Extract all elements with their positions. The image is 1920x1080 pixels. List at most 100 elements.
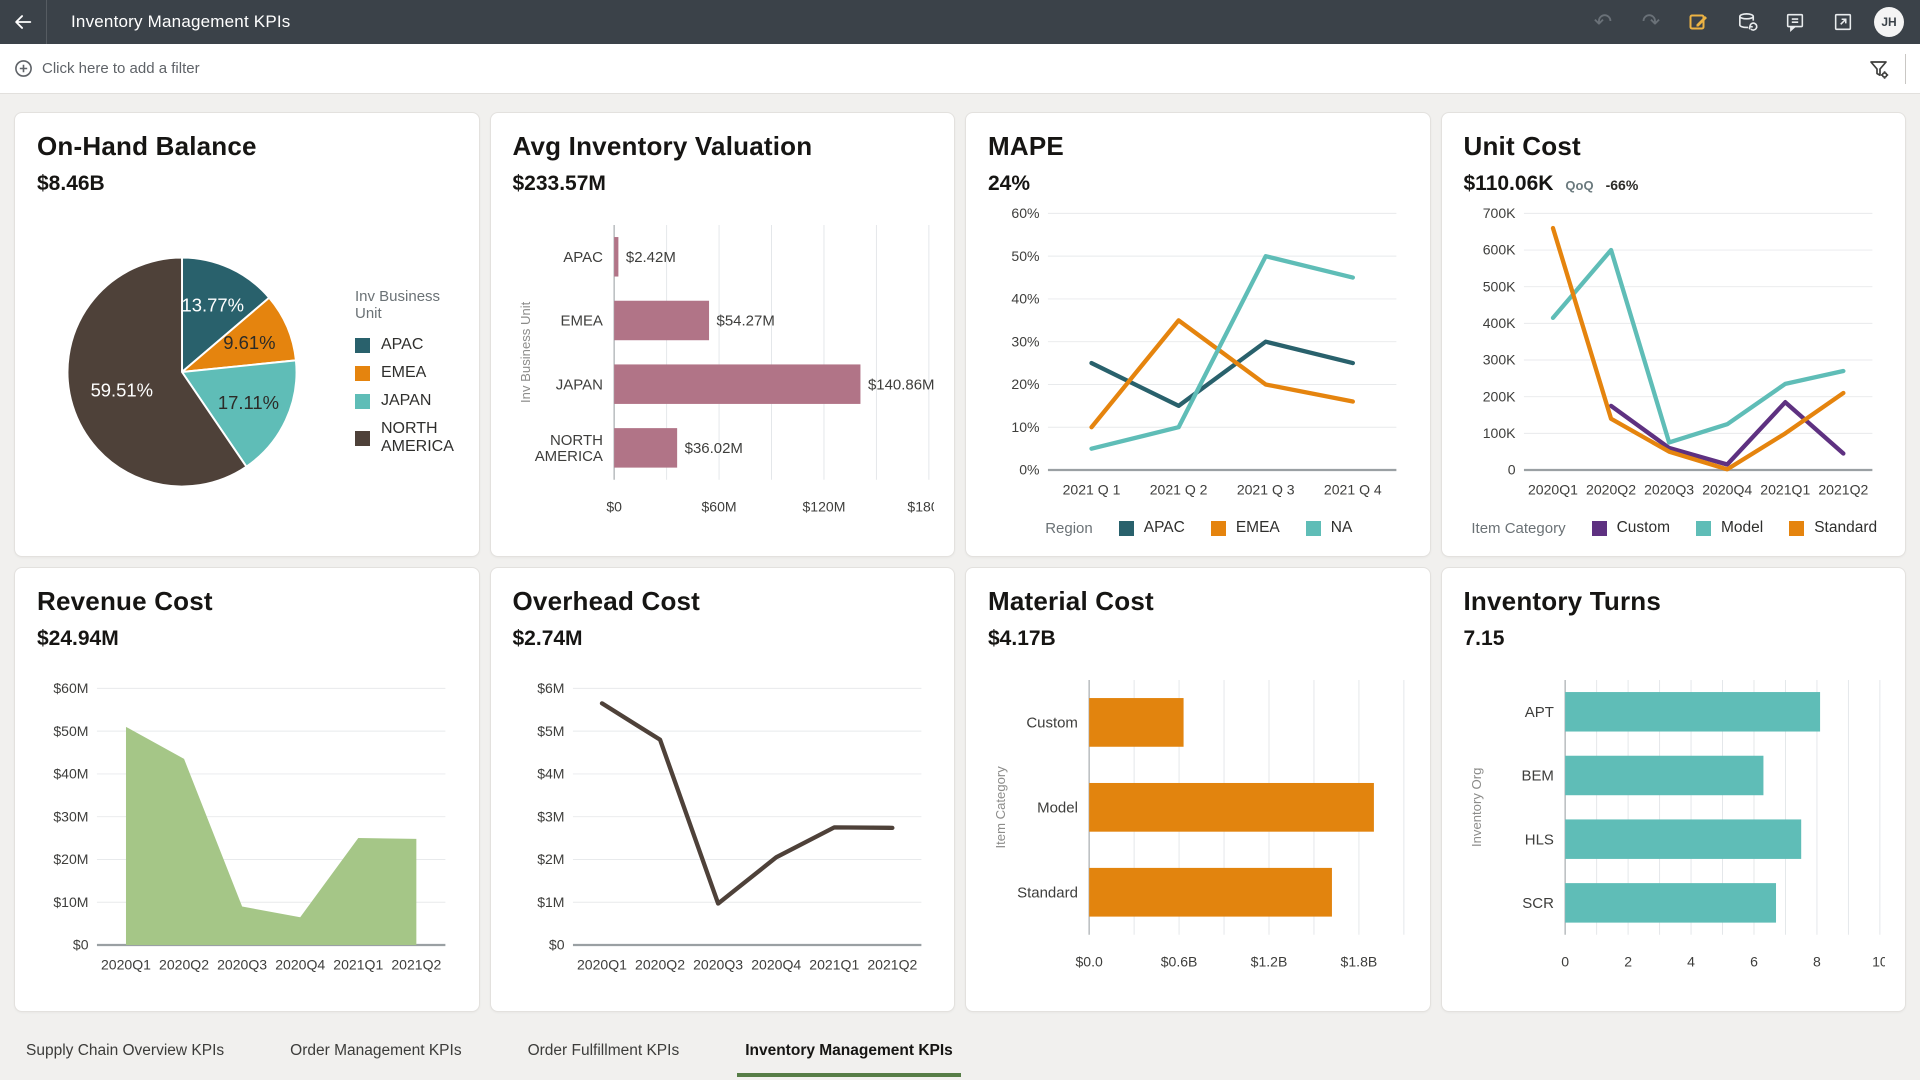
- tab-inventory-management-kpis[interactable]: Inventory Management KPIs: [737, 1022, 961, 1080]
- qoq-label: QoQ: [1565, 178, 1594, 193]
- line-chart[interactable]: 0% 10% 20% 30% 40% 50% 60% 2021 Q 1 2021 Q 2 2021…: [988, 196, 1410, 508]
- legend-item-japan[interactable]: JAPAN: [355, 392, 459, 410]
- y-axis-title: Inv Business Unit: [517, 301, 532, 403]
- x-tick-label: 2020Q4: [1702, 481, 1752, 497]
- kpi-card-unit-cost[interactable]: Unit Cost $110.06K QoQ -66% 0 100K 200K 300K 400…: [1440, 112, 1906, 557]
- kpi-card-inventory-turns[interactable]: Inventory Turns 7.15 APT BEM HLS SCR 0 2 4 6 8 10 In…: [1440, 567, 1906, 1012]
- bar-value-label: $2.42M: [625, 249, 675, 266]
- pie-slice-north-america[interactable]: [66, 256, 248, 488]
- line-series-emea[interactable]: [1089, 318, 1355, 430]
- comments-button[interactable]: [1778, 5, 1812, 39]
- kpi-card-overhead-cost[interactable]: Overhead Cost $2.74M $0 $1M $2M $3M $4M $5M $6M 2…: [489, 567, 955, 1012]
- pie-slice-label: 59.51%: [91, 379, 153, 400]
- refresh-data-button[interactable]: [1730, 5, 1764, 39]
- open-in-new-button[interactable]: [1826, 5, 1860, 39]
- bar-model[interactable]: [1089, 782, 1374, 832]
- y-tick-label: $5M: [537, 723, 564, 739]
- line-chart[interactable]: 0 100K 200K 300K 400K 500K 600K 700K 2020Q1 2020Q…: [1464, 196, 1886, 508]
- legend-item-emea[interactable]: EMEA: [355, 364, 459, 382]
- x-tick-label: 2020Q1: [576, 956, 626, 972]
- bar-bem[interactable]: [1564, 755, 1763, 796]
- line-series-apac[interactable]: [1089, 339, 1355, 409]
- legend-swatch: [1305, 520, 1321, 536]
- line-series-model[interactable]: [1550, 247, 1846, 445]
- add-filter-button[interactable]: Click here to add a filter: [14, 59, 200, 78]
- area-chart[interactable]: $0 $10M $20M $30M $40M $50M $60M 2020Q1 2020Q2 20…: [37, 651, 459, 1003]
- redo-button[interactable]: ↷: [1634, 5, 1668, 39]
- legend-title: Item Category: [1471, 519, 1566, 537]
- pie-svg[interactable]: 13.77% 9.61% 17.11% 59.51%: [51, 241, 313, 503]
- line-chart[interactable]: $0 $1M $2M $3M $4M $5M $6M 2020Q1 2020Q2 2020Q3 20…: [513, 651, 935, 1003]
- card-kpi-row: $110.06K QoQ -66%: [1464, 172, 1886, 196]
- filter-options-button[interactable]: [1867, 57, 1891, 81]
- hbar-chart[interactable]: Custom Model Standard $0.0 $0.6B $1.2B $1.8B It…: [988, 651, 1410, 1003]
- x-tick-label: 2020Q2: [159, 956, 209, 972]
- y-tick-label: 30%: [1011, 333, 1039, 349]
- legend-item-custom[interactable]: Custom: [1591, 519, 1670, 537]
- y-tick-label: $6M: [537, 680, 564, 696]
- pie-slice-apac[interactable]: [181, 256, 271, 375]
- y-tick-label: 60%: [1011, 205, 1039, 221]
- pie-slice-label: 17.11%: [218, 392, 279, 413]
- legend-item-north-america[interactable]: NORTH AMERICA: [355, 420, 459, 456]
- hbar-chart[interactable]: $2.42M APAC $54.27M EMEA $140.86M JAPAN $36.02…: [513, 196, 934, 548]
- y-tick-label: $0: [548, 937, 564, 953]
- back-arrow-icon: [15, 15, 32, 29]
- card-kpi-row: $4.17B: [988, 627, 1410, 651]
- undo-button[interactable]: ↶: [1586, 5, 1620, 39]
- card-title: Avg Inventory Valuation: [512, 131, 813, 161]
- bar-category-label: Standard: [1017, 884, 1078, 901]
- x-tick-label: 0: [1561, 954, 1569, 970]
- card-title: Material Cost: [988, 586, 1154, 616]
- bar-emea[interactable]: [613, 300, 709, 341]
- area-series-revenue-cost[interactable]: [125, 726, 417, 946]
- bar-hls[interactable]: [1564, 819, 1801, 859]
- kpi-card-revenue-cost[interactable]: Revenue Cost $24.94M $0 $10M $20M $30M $40M $50…: [14, 567, 480, 1012]
- bar-category-label: BEM: [1521, 768, 1553, 785]
- bar-scr[interactable]: [1564, 883, 1776, 923]
- tab-supply-chain-overview-kpis[interactable]: Supply Chain Overview KPIs: [22, 1022, 228, 1080]
- legend-item-standard[interactable]: Standard: [1789, 519, 1877, 537]
- x-tick-label: 2020Q3: [217, 956, 267, 972]
- x-tick-label: $180M: [907, 499, 934, 515]
- line-series-overhead-cost[interactable]: [599, 701, 895, 906]
- avatar[interactable]: JH: [1874, 7, 1904, 37]
- y-axis-title: Item Category: [993, 766, 1008, 849]
- kpi-card-mape[interactable]: MAPE 24% 0% 10% 20% 30% 40% 50% 60% 2021 Q 1 2021 …: [965, 112, 1431, 557]
- kpi-card-avg-inventory-valuation[interactable]: Avg Inventory Valuation $233.57M $2.42M APA…: [489, 112, 955, 557]
- bar-apt[interactable]: [1564, 692, 1820, 732]
- bar-north-america[interactable]: [613, 428, 677, 468]
- x-tick-label: $1.2B: [1251, 954, 1288, 970]
- bar-custom[interactable]: [1089, 698, 1184, 747]
- kpi-card-on-hand-balance[interactable]: On-Hand Balance $8.46B 13.77% 9.61% 17.11% 59…: [14, 112, 480, 557]
- y-tick-label: 10%: [1011, 419, 1039, 435]
- legend-item-model[interactable]: Model: [1695, 519, 1763, 537]
- line-series-na[interactable]: [1089, 254, 1355, 451]
- bar-standard[interactable]: [1089, 867, 1332, 917]
- page-title: Inventory Management KPIs: [71, 12, 291, 31]
- hbar-chart[interactable]: APT BEM HLS SCR 0 2 4 6 8 10 Inventory Org: [1464, 651, 1885, 1003]
- legend-swatch: [1118, 520, 1134, 536]
- legend-item-apac[interactable]: APAC: [355, 336, 459, 354]
- line-series-standard[interactable]: [1550, 225, 1846, 472]
- x-tick-label: 10: [1872, 954, 1885, 970]
- x-tick-label: 2021Q1: [1760, 481, 1810, 497]
- legend-label: NORTH AMERICA: [381, 420, 454, 455]
- legend-item-emea[interactable]: EMEA: [1210, 519, 1280, 537]
- pie-chart[interactable]: 13.77% 9.61% 17.11% 59.51% Inv Business Unit…: [37, 196, 459, 548]
- pie-slice-japan[interactable]: [180, 359, 298, 469]
- bar-japan[interactable]: [613, 364, 860, 404]
- bar-category-label: HLS: [1524, 831, 1553, 848]
- bar-apac[interactable]: [613, 237, 618, 277]
- top-app-bar: Inventory Management KPIs ↶ ↷: [0, 0, 1920, 44]
- y-tick-label: $1M: [537, 894, 564, 910]
- kpi-card-material-cost[interactable]: Material Cost $4.17B Custom Model Standard $0…: [965, 567, 1431, 1012]
- tab-order-management-kpis[interactable]: Order Management KPIs: [286, 1022, 465, 1080]
- back-button[interactable]: [0, 0, 46, 44]
- legend-item-apac[interactable]: APAC: [1118, 519, 1185, 537]
- edit-button[interactable]: [1682, 5, 1716, 39]
- legend-item-na[interactable]: NA: [1305, 519, 1352, 537]
- tab-order-fulfillment-kpis[interactable]: Order Fulfillment KPIs: [524, 1022, 684, 1080]
- kpi-value: $233.57M: [512, 172, 606, 195]
- card-kpi-row: $2.74M: [513, 627, 935, 651]
